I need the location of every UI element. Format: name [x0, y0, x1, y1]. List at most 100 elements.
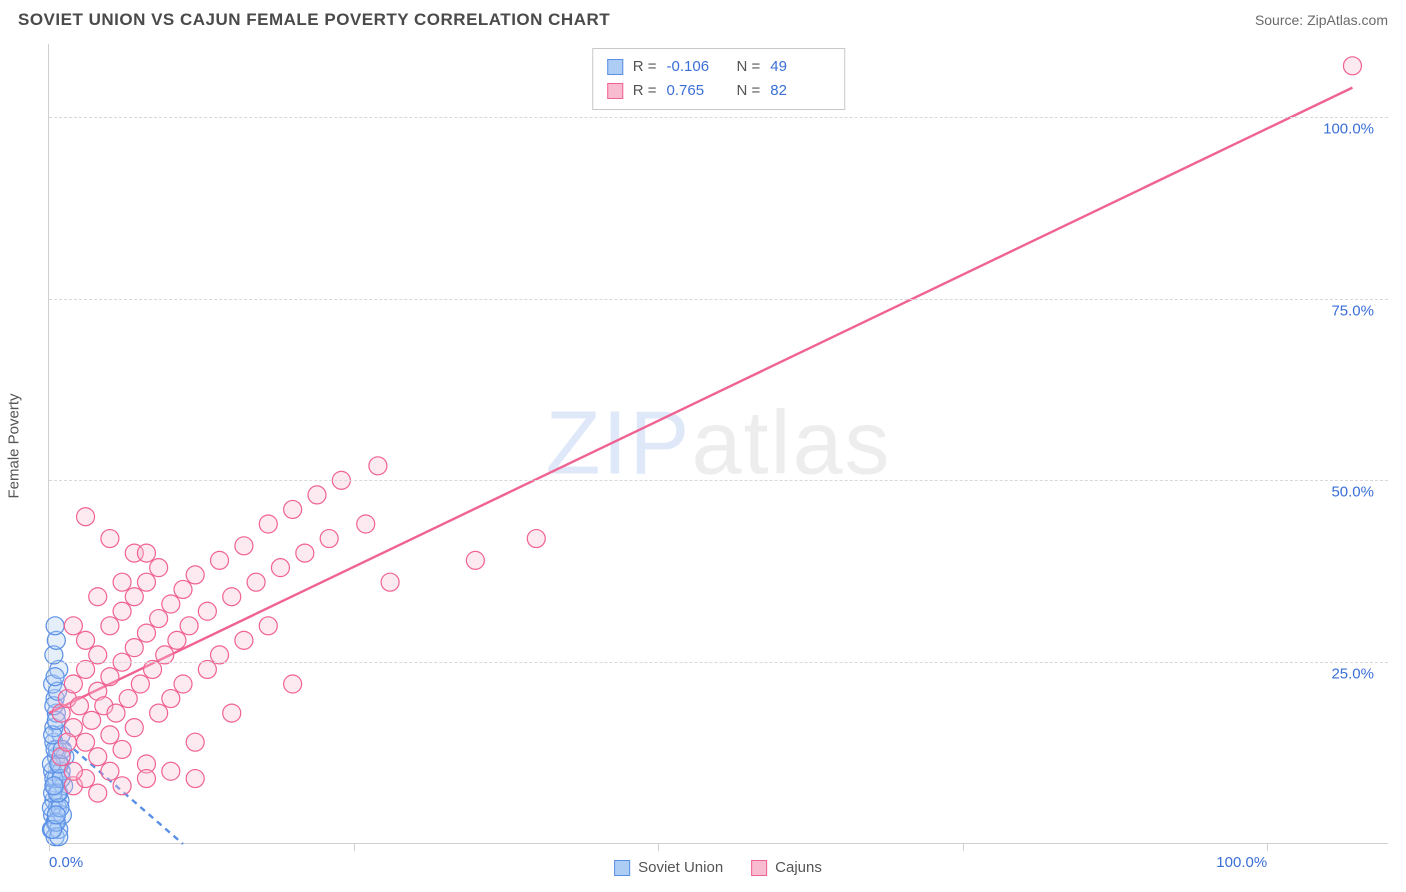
xtick	[658, 843, 659, 851]
data-point	[320, 530, 338, 548]
legend-item-soviet: Soviet Union	[614, 859, 723, 876]
r-label-2: R =	[633, 79, 657, 103]
xtick	[1267, 843, 1268, 851]
ytick-label: 25.0%	[1331, 666, 1374, 683]
data-point	[381, 573, 399, 591]
legend-label-cajun: Cajuns	[775, 859, 822, 876]
n-label-2: N =	[737, 79, 761, 103]
data-point	[186, 733, 204, 751]
data-point	[168, 631, 186, 649]
data-point	[1343, 57, 1361, 75]
data-point	[174, 675, 192, 693]
xtick-label: 0.0%	[49, 854, 83, 871]
data-point	[46, 668, 64, 686]
data-point	[137, 573, 155, 591]
data-point	[198, 602, 216, 620]
data-point	[107, 704, 125, 722]
data-point	[58, 733, 76, 751]
data-point	[101, 762, 119, 780]
data-point	[466, 551, 484, 569]
data-point	[89, 784, 107, 802]
data-point	[527, 530, 545, 548]
data-point	[259, 515, 277, 533]
data-point	[259, 617, 277, 635]
xtick-label: 100.0%	[1216, 854, 1267, 871]
data-point	[89, 748, 107, 766]
data-point	[137, 770, 155, 788]
xtick	[354, 843, 355, 851]
chart-title: SOVIET UNION VS CAJUN FEMALE POVERTY COR…	[18, 10, 610, 30]
ytick-label: 75.0%	[1331, 302, 1374, 319]
source-label: Source: ZipAtlas.com	[1255, 12, 1388, 28]
data-point	[174, 580, 192, 598]
n-val-cajun: 82	[770, 79, 830, 103]
data-point	[113, 573, 131, 591]
data-point	[70, 697, 88, 715]
data-point	[162, 690, 180, 708]
scatter-svg	[49, 44, 1389, 844]
data-point	[284, 675, 302, 693]
data-point	[125, 588, 143, 606]
data-point	[162, 595, 180, 613]
data-point	[64, 617, 82, 635]
stats-box: R = -0.106 N = 49 R = 0.765 N = 82	[592, 48, 846, 110]
swatch-soviet	[607, 59, 623, 75]
data-point	[89, 588, 107, 606]
gridline-h	[49, 480, 1388, 481]
data-point	[271, 559, 289, 577]
data-point	[235, 537, 253, 555]
data-point	[101, 530, 119, 548]
data-point	[357, 515, 375, 533]
data-point	[64, 762, 82, 780]
data-point	[113, 777, 131, 795]
n-val-soviet: 49	[770, 55, 830, 79]
data-point	[308, 486, 326, 504]
data-point	[64, 675, 82, 693]
data-point	[101, 617, 119, 635]
data-point	[150, 559, 168, 577]
xtick	[963, 843, 964, 851]
data-point	[77, 631, 95, 649]
data-point	[125, 639, 143, 657]
data-point	[296, 544, 314, 562]
data-point	[77, 508, 95, 526]
data-point	[247, 573, 265, 591]
data-point	[83, 711, 101, 729]
gridline-h	[49, 299, 1388, 300]
data-point	[162, 762, 180, 780]
data-point	[45, 777, 63, 795]
data-point	[119, 690, 137, 708]
trend-line	[49, 88, 1352, 713]
data-point	[186, 566, 204, 584]
data-point	[180, 617, 198, 635]
data-point	[125, 719, 143, 737]
gridline-h	[49, 662, 1388, 663]
data-point	[101, 668, 119, 686]
data-point	[47, 806, 65, 824]
xtick	[49, 843, 50, 851]
legend-swatch-soviet	[614, 860, 630, 876]
data-point	[137, 624, 155, 642]
data-point	[150, 610, 168, 628]
legend-swatch-cajun	[751, 860, 767, 876]
data-point	[77, 733, 95, 751]
r-val-soviet: -0.106	[667, 55, 727, 79]
data-point	[211, 551, 229, 569]
data-point	[113, 740, 131, 758]
data-point	[284, 500, 302, 518]
ytick-label: 50.0%	[1331, 484, 1374, 501]
plot-container: ZIPatlas R = -0.106 N = 49 R = 0.765 N =…	[48, 44, 1388, 844]
plot-area: ZIPatlas R = -0.106 N = 49 R = 0.765 N =…	[48, 44, 1388, 844]
ytick-label: 100.0%	[1323, 120, 1374, 137]
r-label: R =	[633, 55, 657, 79]
legend-label-soviet: Soviet Union	[638, 859, 723, 876]
data-point	[113, 602, 131, 620]
bottom-legend: Soviet Union Cajuns	[614, 859, 822, 876]
y-axis-label: Female Poverty	[6, 393, 23, 498]
data-point	[223, 588, 241, 606]
data-point	[101, 726, 119, 744]
stats-row-cajun: R = 0.765 N = 82	[607, 79, 831, 103]
data-point	[223, 704, 241, 722]
data-point	[369, 457, 387, 475]
stats-row-soviet: R = -0.106 N = 49	[607, 55, 831, 79]
